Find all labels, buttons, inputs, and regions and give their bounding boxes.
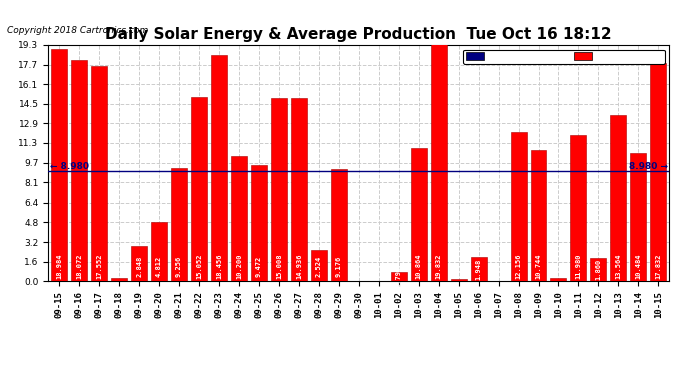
Bar <box>311 251 327 281</box>
Bar <box>331 169 347 281</box>
Bar <box>551 278 566 281</box>
Text: 10.744: 10.744 <box>535 254 542 279</box>
Text: 9.256: 9.256 <box>176 256 182 277</box>
Bar <box>471 257 486 281</box>
Text: 18.456: 18.456 <box>216 254 222 279</box>
Text: 10.864: 10.864 <box>415 254 422 279</box>
Bar <box>211 56 227 281</box>
Text: 17.552: 17.552 <box>96 254 102 279</box>
Bar <box>191 97 207 281</box>
Bar <box>411 148 426 281</box>
Bar <box>91 66 107 281</box>
Bar <box>131 246 147 281</box>
Text: 0.796: 0.796 <box>396 266 402 287</box>
Bar <box>391 272 406 281</box>
Text: 10.484: 10.484 <box>635 254 641 279</box>
Bar <box>271 98 287 281</box>
Bar <box>151 222 167 281</box>
Text: 19.832: 19.832 <box>435 254 442 279</box>
Bar <box>171 168 187 281</box>
Text: 2.848: 2.848 <box>136 256 142 277</box>
Text: 9.176: 9.176 <box>336 256 342 277</box>
Bar <box>571 135 586 281</box>
Bar <box>71 60 87 281</box>
Text: 13.564: 13.564 <box>615 254 622 279</box>
Text: 10.200: 10.200 <box>236 254 242 279</box>
Bar <box>511 132 526 281</box>
Bar <box>651 63 667 281</box>
Text: 11.980: 11.980 <box>575 254 582 279</box>
Bar <box>431 39 446 281</box>
Text: Copyright 2018 Cartronics.com: Copyright 2018 Cartronics.com <box>7 26 148 35</box>
Text: 12.156: 12.156 <box>515 254 522 279</box>
Text: ← 8.980: ← 8.980 <box>50 162 88 171</box>
Text: 15.052: 15.052 <box>196 254 202 279</box>
Bar <box>51 49 67 281</box>
Bar <box>531 150 546 281</box>
Text: 8.980 →: 8.980 → <box>629 162 668 171</box>
Bar <box>451 279 466 281</box>
Text: 1.948: 1.948 <box>475 259 482 280</box>
Text: 2.524: 2.524 <box>316 256 322 277</box>
Text: 14.936: 14.936 <box>296 254 302 279</box>
Text: 18.984: 18.984 <box>57 254 62 279</box>
Text: 18.072: 18.072 <box>77 254 82 279</box>
Title: Daily Solar Energy & Average Production  Tue Oct 16 18:12: Daily Solar Energy & Average Production … <box>106 27 612 42</box>
Bar <box>231 156 247 281</box>
Bar <box>591 258 607 281</box>
Bar <box>111 278 127 281</box>
Bar <box>611 115 627 281</box>
Text: 9.472: 9.472 <box>256 256 262 277</box>
Text: 17.832: 17.832 <box>656 254 661 279</box>
Text: 4.812: 4.812 <box>156 256 162 277</box>
Legend: Average  (kWh), Daily  (kWh): Average (kWh), Daily (kWh) <box>463 50 664 64</box>
Bar <box>251 165 267 281</box>
Bar <box>631 153 647 281</box>
Bar <box>291 98 307 281</box>
Text: 15.008: 15.008 <box>276 254 282 279</box>
Text: 1.860: 1.860 <box>595 259 602 280</box>
